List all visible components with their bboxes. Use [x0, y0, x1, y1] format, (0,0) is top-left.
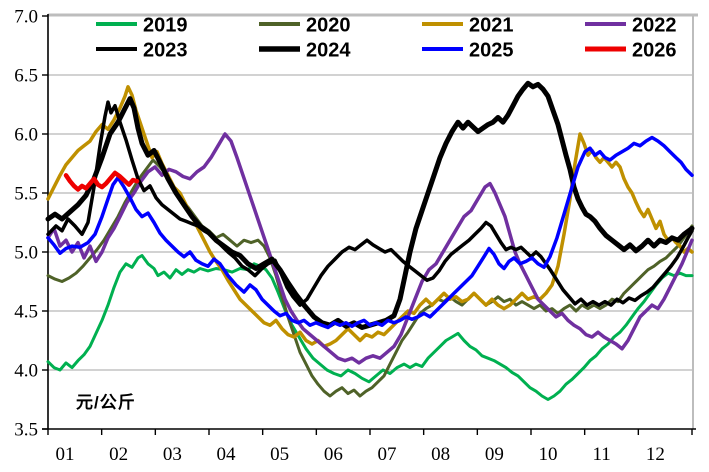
legend-label-2021: 2021	[469, 15, 514, 37]
x-tick-label: 10	[539, 444, 558, 465]
legend-label-2022: 2022	[632, 15, 677, 37]
series-line-2023	[46, 100, 694, 307]
x-tick-label: 09	[485, 444, 504, 465]
series-line-2025	[46, 135, 694, 330]
y-tick-label: 5.5	[14, 184, 38, 205]
x-tick-label: 03	[163, 444, 182, 465]
x-tick-label: 02	[109, 444, 128, 465]
y-tick-label: 4.5	[14, 302, 38, 323]
legend-label-2020: 2020	[306, 15, 351, 37]
x-tick-label: 01	[56, 444, 75, 465]
series-line-2022	[46, 132, 694, 365]
legend-label-2025: 2025	[469, 40, 514, 62]
series-line-2019	[46, 254, 694, 401]
legend-label-2026: 2026	[632, 40, 677, 62]
legend-label-2019: 2019	[143, 15, 188, 37]
y-tick-label: 7.0	[14, 7, 38, 28]
legend-label-2023: 2023	[143, 40, 188, 62]
x-tick-label: 05	[270, 444, 289, 465]
y-tick-label: 6.0	[14, 125, 38, 146]
x-tick-label: 11	[593, 444, 611, 465]
series-line-2020	[46, 158, 694, 398]
x-tick-label: 04	[217, 444, 237, 465]
series-line-2024	[45, 80, 695, 330]
y-tick-label: 3.5	[14, 420, 38, 441]
legend-label-2024: 2024	[306, 40, 351, 62]
x-tick-label: 08	[431, 444, 450, 465]
unit-label: 元/公斤	[76, 393, 136, 412]
y-tick-label: 5.0	[14, 243, 38, 264]
x-tick-label: 06	[324, 444, 343, 465]
series-line-2026	[63, 170, 140, 192]
x-tick-label: 07	[378, 444, 397, 465]
y-tick-label: 6.5	[14, 66, 38, 87]
y-tick-label: 4.0	[14, 361, 38, 382]
x-tick-label: 12	[646, 444, 665, 465]
